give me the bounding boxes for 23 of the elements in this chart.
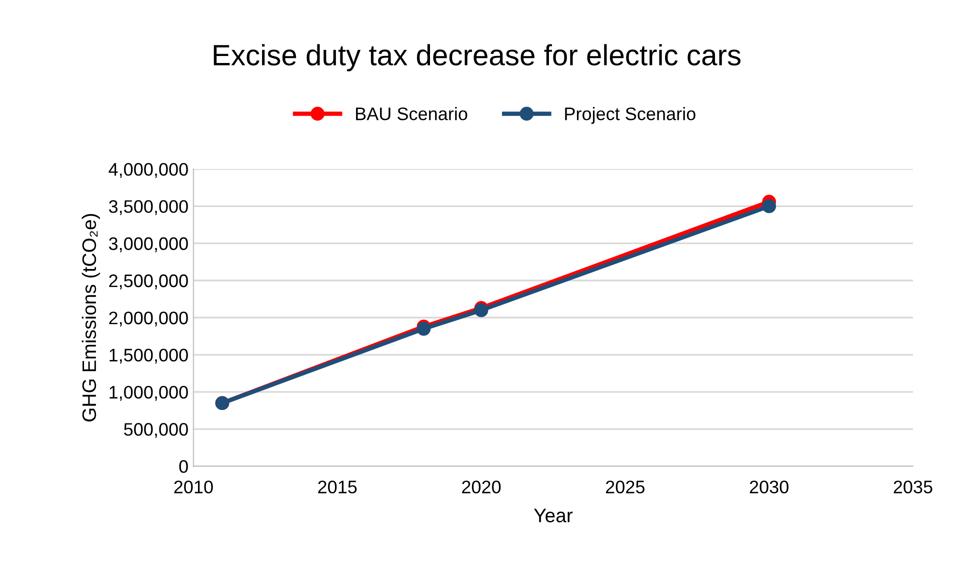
chart-title: Excise duty tax decrease for electric cars	[214, 44, 740, 72]
x-tick-label: 2035	[894, 480, 932, 494]
x-tick-label: 2030	[750, 480, 788, 494]
y-tick-label: 1,000,000	[110, 386, 188, 401]
x-tick-label: 2015	[318, 480, 357, 494]
y-tick-label: 2,000,000	[109, 312, 188, 326]
y-tick-label: 0	[179, 460, 188, 473]
x-axis-title: Year	[534, 508, 573, 522]
x-tick-label: 2010	[174, 480, 213, 494]
y-tick-label: 2,500,000	[109, 274, 188, 290]
y-tick-label: 3,000,000	[108, 237, 188, 252]
y-tick-label: 4,000,000	[108, 162, 188, 178]
legend-label: Project Scenario	[565, 106, 696, 124]
y-tick-label: 500,000	[124, 423, 188, 438]
y-tick-label: 1,500,000	[110, 348, 188, 364]
x-tick-label: 2020	[462, 480, 501, 494]
point	[416, 322, 431, 336]
x-tick-label: 2025	[606, 480, 644, 494]
point	[762, 199, 776, 214]
legend-label: BAU Scenario	[356, 106, 468, 120]
point	[474, 303, 488, 318]
y-axis-title: GHG Emissions (tCO₂e)	[82, 214, 100, 422]
y-tick-label: 3,500,000	[108, 200, 188, 216]
